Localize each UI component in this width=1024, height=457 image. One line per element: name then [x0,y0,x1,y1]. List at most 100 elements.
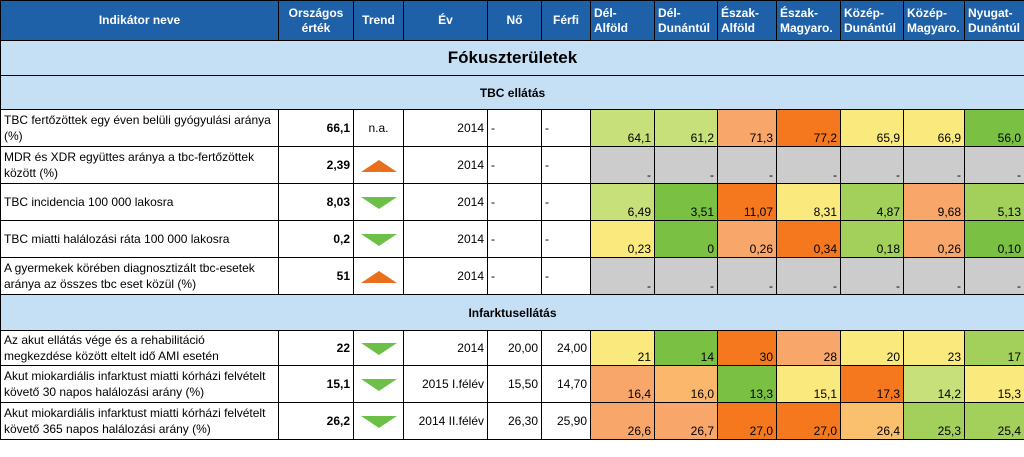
national-value: 15,1 [278,365,354,403]
region-value: - [964,146,1024,184]
region-value: 26,7 [654,402,718,440]
section-infarct-title: Infarktusellátás [0,294,1024,331]
region-value: 14,2 [903,365,965,403]
national-value: 26,2 [278,402,354,440]
region-value: 0,23 [590,220,655,258]
trend-cell [353,330,404,366]
indicator-name: TBC fertőzöttek egy éven belüli gyógyulá… [0,109,279,147]
trend-down-icon [360,233,397,246]
year-value: 2014 II.félév [403,402,488,440]
trend-down-icon [360,196,397,209]
region-value: 20 [840,330,904,366]
indicator-name: Akut miokardiális infarktust miatti kórh… [0,365,279,403]
region-value: 21 [590,330,655,366]
region-value: 56,0 [964,109,1024,147]
region-value: - [590,257,655,295]
trend-up-icon [360,270,397,283]
region-value: 77,2 [776,109,841,147]
region-value: 27,0 [717,402,777,440]
region-value: - [590,146,655,184]
indicator-table: Indikátor neve Országos érték Trend Év Nő… [0,0,1024,440]
trend-down-icon [360,378,397,391]
header-region: Nyugat- Dunántúl [964,0,1024,41]
region-value: 14 [654,330,718,366]
region-value: 25,4 [964,402,1024,440]
female-value: - [487,109,542,147]
header-region: Dél- Alföld [590,0,655,41]
header-region: Dél- Dunántúl [654,0,718,41]
indicator-name: MDR és XDR együttes aránya a tbc-fertőzö… [0,146,279,184]
region-value: - [776,146,841,184]
indicator-name: TBC miatti halálozási ráta 100 000 lakos… [0,220,279,258]
section-tbc-title: TBC ellátás [0,75,1024,110]
national-value: 51 [278,257,354,295]
region-value: 0,26 [717,220,777,258]
header-trend: Trend [353,0,404,41]
male-value: 25,90 [541,402,591,440]
header-region: Észak- Alföld [717,0,777,41]
year-value: 2014 [403,146,488,184]
indicator-name: Akut miokardiális infarktust miatti kórh… [0,402,279,440]
male-value: - [541,146,591,184]
table-row: TBC fertőzöttek egy éven belüli gyógyulá… [0,109,1024,147]
header-national-line1: Országos [288,5,344,20]
trend-text: n.a. [368,121,389,135]
trend-down-icon [360,342,397,355]
region-value: 17,3 [840,365,904,403]
male-value: - [541,220,591,258]
region-value: 8,31 [776,183,841,221]
year-value: 2014 [403,183,488,221]
female-value: - [487,146,542,184]
male-value: 14,70 [541,365,591,403]
section-infarct: Infarktusellátás [0,294,1024,331]
region-value: 65,9 [840,109,904,147]
region-value: 9,68 [903,183,965,221]
region-value: 16,0 [654,365,718,403]
trend-cell [353,365,404,403]
region-value: 66,9 [903,109,965,147]
female-value: - [487,183,542,221]
male-value: - [541,109,591,147]
region-value: 28 [776,330,841,366]
region-value: - [964,257,1024,295]
region-value: 6,49 [590,183,655,221]
region-value: 16,4 [590,365,655,403]
indicator-name: TBC incidencia 100 000 lakosra [0,183,279,221]
table-row: TBC incidencia 100 000 lakosra 8,03 2014- -… [0,183,1024,221]
region-value: - [903,146,965,184]
indicator-name: Az akut ellátás vége és a rehabilitáció … [0,330,279,366]
trend-cell [353,183,404,221]
region-value: 64,1 [590,109,655,147]
region-value: 5,13 [964,183,1024,221]
header-region: Észak- Magyaro. [776,0,841,41]
national-value: 66,1 [278,109,354,147]
section-focus-title: Fókuszterületek [0,40,1024,76]
region-value: 61,2 [654,109,718,147]
indicator-name: A gyermekek körében diagnosztizált tbc-e… [0,257,279,295]
region-value: 4,87 [840,183,904,221]
region-value: 0,26 [903,220,965,258]
region-value: 27,0 [776,402,841,440]
region-value: - [654,146,718,184]
region-value: - [717,257,777,295]
trend-cell [353,402,404,440]
trend-up-icon [360,159,397,172]
year-value: 2014 [403,220,488,258]
region-value: 13,3 [717,365,777,403]
trend-cell [353,146,404,184]
header-national: Országos érték [278,0,354,41]
header-national-line2: érték [301,20,331,35]
region-value: 26,6 [590,402,655,440]
section-tbc: TBC ellátás [0,75,1024,110]
trend-cell: n.a. [353,109,404,147]
male-value: 24,00 [541,330,591,366]
region-value: - [840,257,904,295]
table-row: Az akut ellátás vége és a rehabilitáció … [0,330,1024,366]
table-row: TBC miatti halálozási ráta 100 000 lakos… [0,220,1024,258]
national-value: 8,03 [278,183,354,221]
national-value: 22 [278,330,354,366]
male-value: - [541,257,591,295]
table-row: A gyermekek körében diagnosztizált tbc-e… [0,257,1024,295]
region-value: - [840,146,904,184]
female-value: 15,50 [487,365,542,403]
